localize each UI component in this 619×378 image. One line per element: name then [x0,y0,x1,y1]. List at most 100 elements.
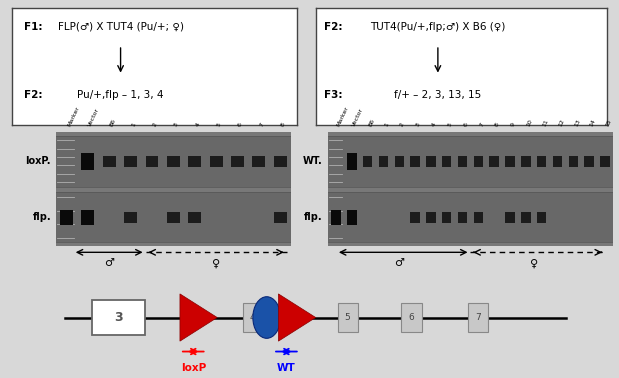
Bar [103,156,116,167]
Bar [81,153,94,170]
Bar [474,156,483,167]
Text: F2:: F2: [324,22,343,32]
Bar [379,156,388,167]
Bar [458,212,467,223]
Bar [401,303,422,332]
Bar [537,212,547,223]
Bar [210,156,222,167]
Text: Marker: Marker [66,106,80,128]
Bar [458,156,467,167]
Polygon shape [180,294,217,341]
Text: loxP: loxP [181,363,206,373]
Bar [347,153,357,170]
Bar [363,156,373,167]
Bar [92,299,145,336]
Bar [600,156,610,167]
Text: 2: 2 [399,122,405,128]
Bar [394,156,404,167]
Text: B6: B6 [109,118,117,128]
Bar [331,210,340,225]
Text: 8: 8 [494,122,500,128]
Bar [328,192,613,242]
Text: f/+ – 2, 3, 13, 15: f/+ – 2, 3, 13, 15 [394,90,482,99]
Bar [145,156,158,167]
Bar [56,136,291,187]
Text: ♂: ♂ [104,258,114,268]
Text: loxP.: loxP. [25,156,51,166]
Text: Pu/+,flp – 1, 3, 4: Pu/+,flp – 1, 3, 4 [77,90,164,99]
Text: flp.: flp. [304,212,322,222]
Bar [442,212,451,223]
Text: Vector: Vector [352,107,365,128]
Text: 15: 15 [605,119,613,128]
Text: F2:: F2: [24,90,42,99]
Text: Vector: Vector [88,107,101,128]
Bar [124,156,137,167]
Text: 7: 7 [259,122,265,128]
Bar [231,156,244,167]
Text: F3:: F3: [324,90,343,99]
Text: 11: 11 [542,119,550,128]
Text: 6: 6 [462,122,469,128]
Bar [490,156,499,167]
Text: 10: 10 [526,119,534,128]
Bar [167,212,180,223]
Bar [426,212,436,223]
Text: 7: 7 [475,313,481,322]
Text: WT.: WT. [303,156,322,166]
Bar [468,303,488,332]
Bar [253,156,266,167]
Text: 3: 3 [173,122,180,128]
Bar [568,156,578,167]
Text: 5: 5 [216,122,222,128]
Bar [442,156,451,167]
Text: 5: 5 [345,313,350,322]
Bar [347,210,357,225]
Text: ♀: ♀ [212,258,220,268]
Text: 3: 3 [115,311,123,324]
Bar [243,303,263,332]
Text: F1:: F1: [24,22,42,32]
Text: flp.: flp. [32,212,51,222]
Text: ♂: ♂ [394,258,404,268]
Bar [521,212,530,223]
Text: 9: 9 [510,122,516,128]
Bar [60,210,73,225]
Bar [505,156,515,167]
Bar [188,156,201,167]
Bar [474,212,483,223]
Text: 7: 7 [478,122,485,128]
Text: ♀: ♀ [530,258,538,268]
Bar [410,212,420,223]
Text: 4: 4 [431,122,437,128]
Bar [537,156,547,167]
Text: 8: 8 [280,122,287,128]
Bar [188,212,201,223]
Bar [410,156,420,167]
Bar [81,210,94,225]
Text: TUT4(Pu/+,flp;♂) X B6 (♀): TUT4(Pu/+,flp;♂) X B6 (♀) [370,22,506,32]
Ellipse shape [253,297,280,338]
Bar [505,212,515,223]
Bar [124,212,137,223]
Bar [274,156,287,167]
Text: 1: 1 [383,122,389,128]
Text: B6: B6 [368,118,376,128]
Text: 3: 3 [415,122,422,128]
Bar [274,212,287,223]
Bar [553,156,562,167]
Text: 12: 12 [558,119,565,128]
Bar [56,192,291,242]
Bar [426,156,436,167]
Text: 4: 4 [195,122,201,128]
Text: 1: 1 [131,122,137,128]
Bar [328,136,613,187]
Text: WT: WT [277,363,296,373]
Bar [584,156,594,167]
Bar [521,156,530,167]
Text: 13: 13 [573,119,581,128]
Text: Marker: Marker [336,106,350,128]
Text: 6: 6 [238,122,244,128]
Text: 5: 5 [447,122,453,128]
Bar [167,156,180,167]
